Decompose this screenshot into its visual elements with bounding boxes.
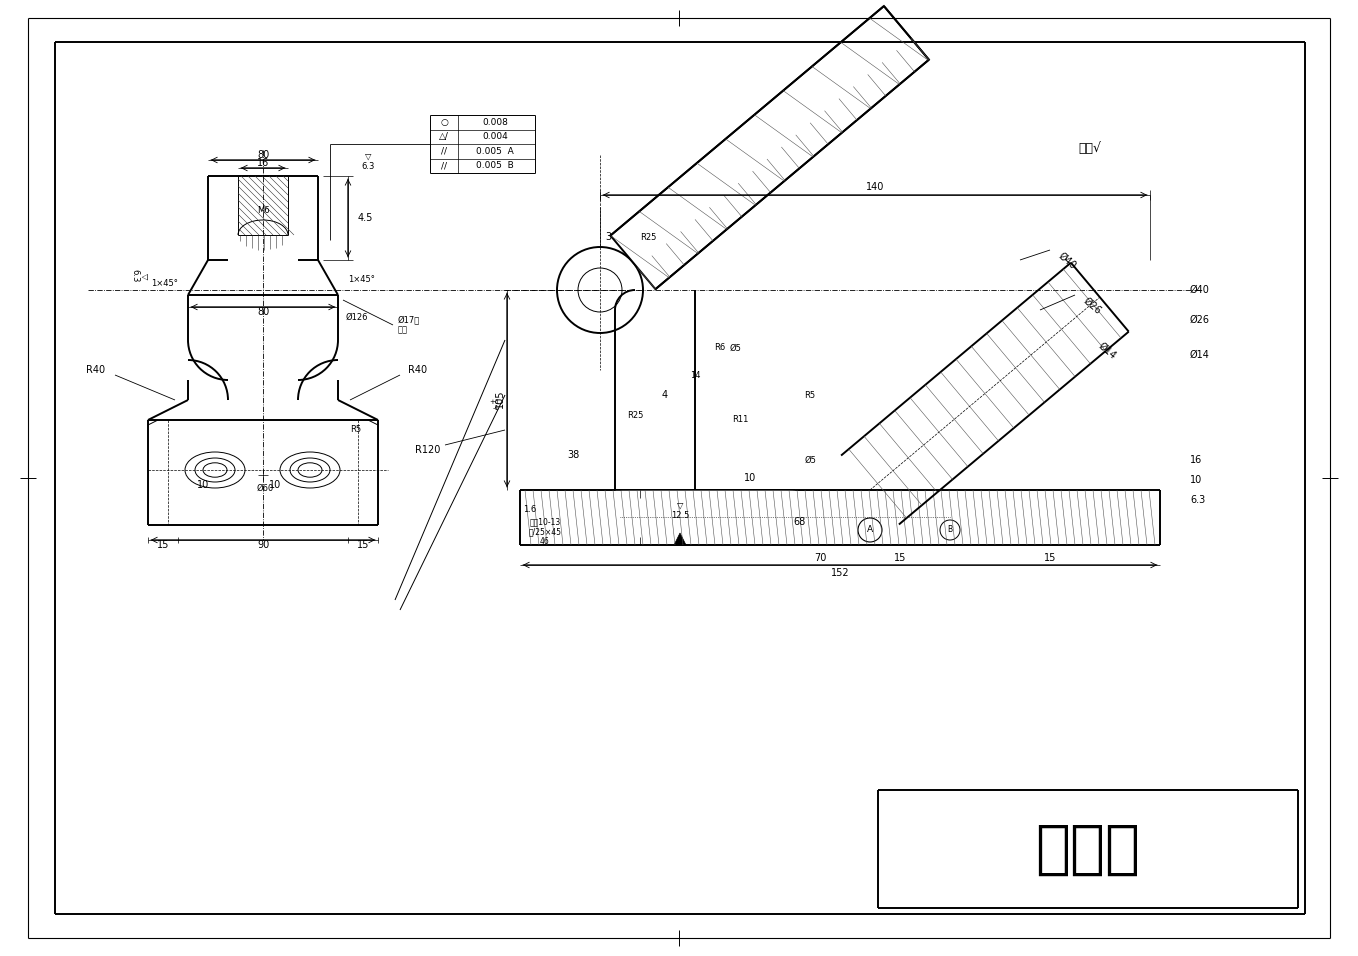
Text: 152: 152 [831,568,849,578]
Text: 0.005  B: 0.005 B [477,162,513,170]
Text: Ø60: Ø60 [257,484,273,492]
Text: 孔/25×45: 孔/25×45 [528,528,561,536]
Text: R40: R40 [86,365,105,375]
Text: 90: 90 [257,540,269,550]
Text: ▽
6.3: ▽ 6.3 [361,151,375,171]
Text: Ø40: Ø40 [1057,251,1078,272]
Text: R5: R5 [350,425,361,434]
Text: 15: 15 [1044,553,1057,563]
Text: 14: 14 [690,371,701,380]
Text: 其余√: 其余√ [1078,141,1101,155]
Text: 46: 46 [540,537,550,547]
Text: Ø26: Ø26 [1082,296,1104,316]
Text: 80: 80 [257,150,269,160]
Text: 10: 10 [1190,475,1202,485]
Text: Ø14: Ø14 [1097,341,1119,361]
Text: 6.3: 6.3 [1190,495,1206,505]
Text: Ø5: Ø5 [804,455,816,465]
Text: 10: 10 [197,480,209,490]
Text: B: B [948,526,952,534]
Text: //: // [441,162,447,170]
Text: M6: M6 [257,206,269,214]
Text: 1×45°: 1×45° [348,275,375,285]
Text: Ø40: Ø40 [1190,285,1210,295]
Text: 尾座体: 尾座体 [1036,820,1141,878]
Text: +1
-1: +1 -1 [490,399,500,411]
Text: 38: 38 [568,450,580,460]
Text: 4.5: 4.5 [359,213,373,223]
Text: 80: 80 [257,307,269,317]
Text: ▽
12.5: ▽ 12.5 [671,500,690,520]
Text: Ø126: Ø126 [346,313,368,321]
Polygon shape [611,6,929,289]
Text: 16: 16 [257,158,269,168]
Text: 70: 70 [813,553,826,563]
Text: 68: 68 [794,517,807,527]
Text: 15: 15 [156,540,170,550]
Text: Ø26: Ø26 [1190,315,1210,325]
Text: 15: 15 [357,540,369,550]
Text: 3: 3 [604,232,611,242]
Text: R11: R11 [732,416,748,424]
Text: 1×45°: 1×45° [151,278,178,288]
Text: R6: R6 [714,343,725,353]
Text: //: // [441,147,447,156]
Text: ▽
6.3: ▽ 6.3 [130,270,149,283]
Text: 140: 140 [866,182,884,192]
Text: R25: R25 [640,232,656,242]
Text: 1.6: 1.6 [523,506,536,514]
Text: 0.008: 0.008 [482,118,508,127]
Text: △/: △/ [439,132,449,141]
Text: 10: 10 [744,473,756,483]
Text: 105: 105 [496,390,505,408]
Text: R120: R120 [414,445,440,455]
Text: 0.005  A: 0.005 A [477,147,513,156]
Text: 4: 4 [661,390,668,400]
Text: ○: ○ [440,118,448,127]
Text: A: A [866,526,873,534]
Text: 16: 16 [1190,455,1202,465]
Text: R25: R25 [627,410,644,420]
Text: 0.004: 0.004 [482,132,508,141]
Text: Ø14: Ø14 [1190,350,1210,360]
Text: 螺纹10-13: 螺纹10-13 [530,517,561,527]
Text: 10: 10 [269,480,281,490]
Text: R40: R40 [407,365,428,375]
Text: Ø5: Ø5 [729,343,741,353]
Text: Ø17孔
轴线: Ø17孔 轴线 [398,315,420,335]
Polygon shape [674,533,686,545]
Text: 15: 15 [894,553,906,563]
Text: R5: R5 [804,390,816,400]
